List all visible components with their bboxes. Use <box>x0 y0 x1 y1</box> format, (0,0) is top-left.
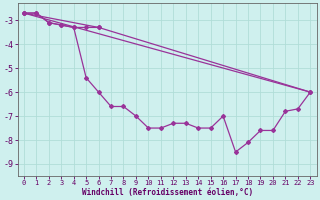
X-axis label: Windchill (Refroidissement éolien,°C): Windchill (Refroidissement éolien,°C) <box>82 188 253 197</box>
